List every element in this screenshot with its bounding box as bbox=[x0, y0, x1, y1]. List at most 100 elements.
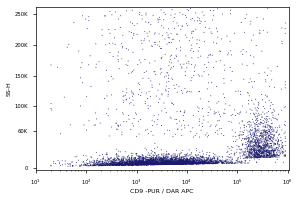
Point bbox=[110, 163, 114, 166]
Point bbox=[152, 163, 157, 166]
Point bbox=[215, 156, 220, 159]
Point bbox=[269, 155, 274, 158]
Point bbox=[191, 159, 196, 162]
Point bbox=[250, 139, 255, 143]
Point bbox=[276, 133, 281, 137]
Point bbox=[185, 162, 190, 165]
Point bbox=[181, 162, 185, 165]
Point bbox=[171, 162, 176, 165]
Point bbox=[162, 160, 167, 163]
Point bbox=[146, 161, 151, 164]
Point bbox=[263, 130, 268, 133]
Point bbox=[231, 140, 236, 143]
Point bbox=[193, 162, 198, 165]
Point bbox=[98, 154, 102, 157]
Point bbox=[155, 123, 160, 126]
Point bbox=[211, 162, 216, 165]
Point bbox=[245, 146, 250, 149]
Point bbox=[166, 155, 171, 158]
Point bbox=[154, 160, 159, 163]
Point bbox=[206, 161, 211, 164]
Point bbox=[188, 160, 193, 164]
Point bbox=[174, 161, 179, 164]
Point bbox=[161, 159, 166, 162]
Point bbox=[220, 161, 225, 164]
Point bbox=[126, 162, 131, 165]
Point bbox=[144, 162, 149, 165]
Point bbox=[258, 131, 263, 135]
Point bbox=[110, 163, 115, 166]
Point bbox=[126, 162, 131, 165]
Point bbox=[135, 161, 140, 165]
Point bbox=[194, 162, 199, 165]
Point bbox=[263, 130, 268, 134]
Point bbox=[154, 94, 159, 98]
Point bbox=[140, 162, 145, 166]
Point bbox=[212, 156, 217, 160]
Point bbox=[132, 162, 137, 165]
Point bbox=[168, 163, 172, 166]
Point bbox=[134, 163, 139, 166]
Point bbox=[207, 158, 212, 161]
Point bbox=[148, 162, 152, 165]
Point bbox=[190, 162, 194, 165]
Point bbox=[272, 153, 277, 156]
Point bbox=[201, 160, 206, 164]
Point bbox=[134, 161, 139, 164]
Point bbox=[181, 162, 186, 165]
Point bbox=[179, 161, 184, 165]
Point bbox=[229, 120, 234, 124]
Point bbox=[161, 162, 166, 165]
Point bbox=[232, 32, 237, 35]
Point bbox=[85, 27, 90, 30]
Point bbox=[112, 163, 117, 166]
Point bbox=[188, 130, 193, 133]
Point bbox=[202, 156, 207, 160]
Point bbox=[253, 152, 258, 155]
Point bbox=[115, 163, 120, 166]
Point bbox=[239, 148, 244, 151]
Point bbox=[258, 155, 262, 158]
Point bbox=[177, 120, 182, 123]
Point bbox=[144, 162, 149, 166]
Point bbox=[149, 162, 154, 166]
Point bbox=[198, 162, 203, 165]
Point bbox=[242, 154, 247, 157]
Point bbox=[160, 160, 165, 163]
Point bbox=[123, 162, 128, 166]
Point bbox=[102, 163, 107, 166]
Point bbox=[154, 161, 159, 165]
Point bbox=[267, 140, 272, 143]
Point bbox=[172, 161, 177, 164]
Point bbox=[153, 162, 158, 165]
Point bbox=[168, 159, 173, 163]
Point bbox=[176, 163, 180, 166]
Point bbox=[201, 160, 206, 163]
Point bbox=[190, 161, 195, 164]
Point bbox=[131, 161, 136, 164]
Point bbox=[174, 161, 178, 164]
Point bbox=[159, 157, 164, 160]
Point bbox=[164, 162, 169, 165]
Point bbox=[164, 163, 168, 166]
Point bbox=[121, 158, 126, 161]
Point bbox=[160, 163, 165, 166]
Point bbox=[181, 158, 185, 161]
Point bbox=[258, 156, 262, 159]
Point bbox=[191, 160, 196, 163]
Point bbox=[114, 122, 118, 125]
Point bbox=[179, 159, 184, 162]
Point bbox=[262, 150, 267, 154]
Point bbox=[170, 160, 175, 163]
Point bbox=[166, 160, 171, 163]
Point bbox=[106, 157, 111, 160]
Point bbox=[249, 151, 254, 155]
Point bbox=[158, 163, 163, 166]
Point bbox=[130, 163, 135, 166]
Point bbox=[191, 157, 196, 160]
Point bbox=[266, 120, 271, 123]
Point bbox=[152, 160, 157, 164]
Point bbox=[272, 150, 277, 153]
Point bbox=[167, 163, 172, 166]
Point bbox=[171, 162, 176, 165]
